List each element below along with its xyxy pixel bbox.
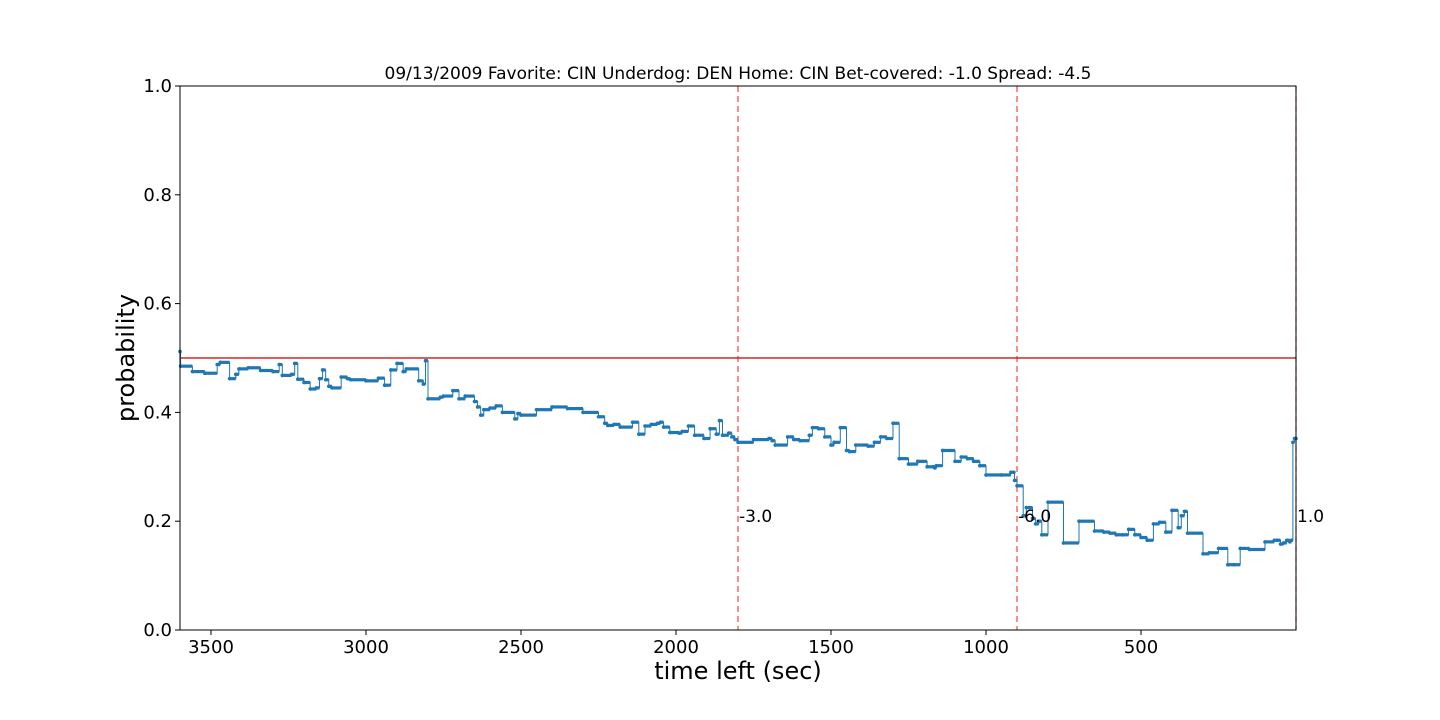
x-tick-label: 2500 bbox=[498, 637, 544, 658]
annotations-layer: -3.0 -6.0 1.0 bbox=[739, 507, 1324, 527]
y-axis: 0.0 0.2 0.4 0.6 0.8 1.0 bbox=[143, 76, 180, 641]
x-tick-label: 3500 bbox=[188, 637, 234, 658]
y-tick-label: 0.4 bbox=[143, 402, 172, 423]
x-tick-label: 1500 bbox=[808, 637, 854, 658]
series-layer bbox=[178, 349, 1298, 567]
x-axis-label: time left (sec) bbox=[654, 657, 822, 685]
chart-title: 09/13/2009 Favorite: CIN Underdog: DEN H… bbox=[385, 64, 1092, 84]
y-tick-label: 1.0 bbox=[143, 76, 172, 97]
x-tick-label: 3000 bbox=[343, 637, 389, 658]
x-tick-label: 500 bbox=[1124, 637, 1158, 658]
y-tick-label: 0.8 bbox=[143, 185, 172, 206]
x-tick-label: 1000 bbox=[963, 637, 1009, 658]
plot-frame bbox=[179, 85, 1297, 631]
y-tick-label: 0.0 bbox=[143, 620, 172, 641]
y-tick-label: 0.2 bbox=[143, 511, 172, 532]
y-tick-label: 0.6 bbox=[143, 294, 172, 315]
y-axis-label: probability bbox=[112, 294, 140, 422]
quarter-line-label-2: 1.0 bbox=[1297, 507, 1324, 527]
x-axis: 3500 3000 2500 2000 1500 1000 500 bbox=[188, 630, 1158, 658]
quarter-line-label-1: -6.0 bbox=[1018, 507, 1051, 527]
x-tick-label: 2000 bbox=[653, 637, 699, 658]
quarter-line-label-0: -3.0 bbox=[739, 507, 772, 527]
